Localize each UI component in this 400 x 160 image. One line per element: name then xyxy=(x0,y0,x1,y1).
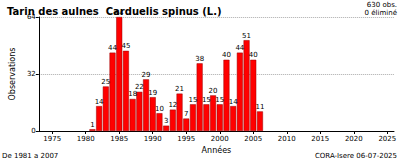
svg-text:14: 14 xyxy=(229,98,238,106)
svg-text:7: 7 xyxy=(184,110,188,118)
svg-text:12: 12 xyxy=(168,101,177,109)
svg-text:44: 44 xyxy=(235,44,244,52)
svg-text:Tarin des aulnes Carduelis sp: Tarin des aulnes Carduelis spinus (L.) xyxy=(7,6,222,17)
svg-text:15: 15 xyxy=(188,96,197,104)
svg-text:De 1981 a 2007: De 1981 a 2007 xyxy=(2,152,58,160)
svg-text:2015: 2015 xyxy=(311,135,329,143)
svg-text:15: 15 xyxy=(215,96,224,104)
svg-text:32: 32 xyxy=(27,70,36,78)
svg-text:1990: 1990 xyxy=(144,135,162,143)
svg-text:2010: 2010 xyxy=(278,135,296,143)
svg-text:15: 15 xyxy=(202,96,211,104)
svg-text:25: 25 xyxy=(101,78,110,86)
svg-text:0 éliminé: 0 éliminé xyxy=(365,9,397,17)
svg-text:64: 64 xyxy=(26,13,36,21)
svg-text:18: 18 xyxy=(128,90,137,98)
svg-text:51: 51 xyxy=(242,32,251,40)
svg-text:44: 44 xyxy=(108,44,117,52)
svg-text:3: 3 xyxy=(164,117,168,125)
svg-text:21: 21 xyxy=(175,85,184,93)
svg-text:1980: 1980 xyxy=(77,135,95,143)
svg-text:40: 40 xyxy=(222,51,231,59)
svg-text:29: 29 xyxy=(142,71,151,79)
svg-text:2005: 2005 xyxy=(244,135,262,143)
svg-text:CORA-Isere 06-07-2025: CORA-Isere 06-07-2025 xyxy=(315,152,397,160)
svg-text:20: 20 xyxy=(209,87,218,95)
svg-text:10: 10 xyxy=(155,105,164,113)
svg-text:45: 45 xyxy=(121,42,130,50)
svg-text:19: 19 xyxy=(148,89,157,97)
svg-text:Années: Années xyxy=(202,145,232,155)
svg-text:14: 14 xyxy=(95,98,104,106)
svg-text:2020: 2020 xyxy=(345,135,363,143)
svg-text:630 obs.: 630 obs. xyxy=(367,1,397,9)
svg-text:40: 40 xyxy=(249,51,258,59)
svg-text:1995: 1995 xyxy=(177,135,195,143)
svg-text:38: 38 xyxy=(195,55,204,63)
svg-text:2025: 2025 xyxy=(378,135,396,143)
svg-text:1: 1 xyxy=(90,121,94,129)
svg-text:0: 0 xyxy=(31,127,35,135)
svg-text:11: 11 xyxy=(256,103,265,111)
svg-text:1985: 1985 xyxy=(110,135,128,143)
svg-text:2000: 2000 xyxy=(211,135,229,143)
svg-text:1975: 1975 xyxy=(43,135,61,143)
svg-text:22: 22 xyxy=(135,83,144,91)
svg-text:Observations: Observations xyxy=(8,48,17,101)
